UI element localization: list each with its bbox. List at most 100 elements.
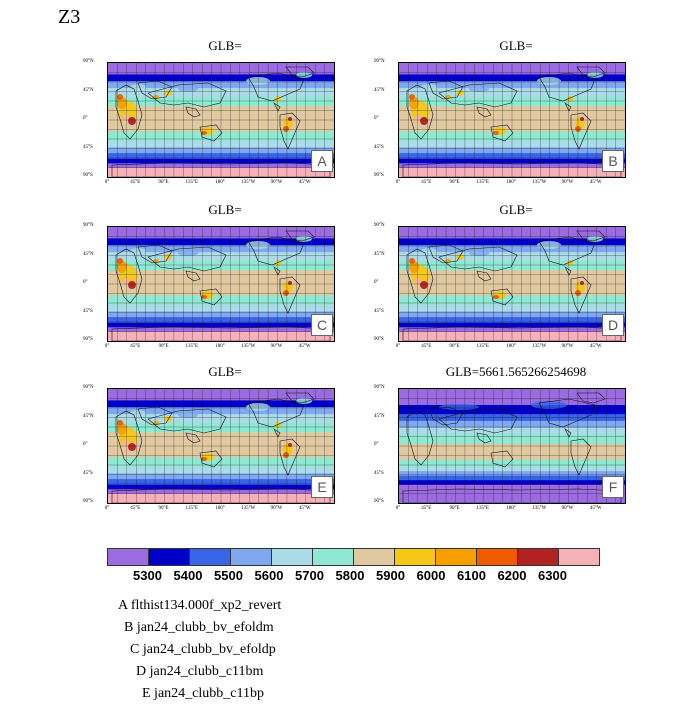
lon-label: 45°W — [298, 506, 311, 511]
lon-label: 135°E — [476, 506, 490, 511]
lat-label: 90°S — [374, 337, 384, 342]
lat-label: 45°N — [83, 87, 94, 93]
panel-tag: B — [602, 150, 624, 172]
map-panel-c: GLB= 90°N 45°N 0° 45°S 90°S 0° 45°E 90°E 135°E 180… — [83, 202, 343, 352]
lon-label: 135°E — [476, 180, 490, 185]
lon-labels: 0° 45°E 90°E 135°E 180° 135°W 90°W 45°W — [396, 180, 624, 188]
contour-map-svg — [108, 389, 334, 503]
lon-label: 90°E — [158, 506, 169, 511]
lon-label: 45°W — [298, 180, 311, 185]
lat-label: 0° — [374, 280, 379, 285]
lon-label: 45°E — [421, 506, 432, 511]
lon-label: 90°W — [561, 344, 574, 349]
legend-item: A flthist134.000f_xp2_revert — [118, 598, 282, 613]
lat-label: 45°S — [374, 308, 384, 314]
colorbar — [107, 548, 600, 566]
lon-label: 45°E — [130, 506, 141, 511]
lon-labels: 0° 45°E 90°E 135°E 180° 135°W 90°W 45°W — [395, 506, 624, 514]
panel-tag: C — [311, 314, 333, 336]
colorbar-segment — [395, 549, 436, 565]
lon-label: 135°E — [185, 506, 199, 511]
lon-label: 45°W — [589, 180, 602, 185]
lon-label: 45°E — [421, 344, 432, 349]
lon-label: 180° — [506, 506, 516, 511]
lon-label: 90°E — [158, 344, 169, 349]
lat-label: 90°S — [374, 173, 384, 178]
colorbar-tick-label: 5900 — [376, 568, 405, 583]
colorbar-segment — [108, 549, 149, 565]
lon-label: 45°E — [130, 180, 141, 185]
panel-title: GLB=5661.565266254698 — [445, 364, 587, 379]
colorbar-segment — [477, 549, 518, 565]
colorbar-tick-label: 6000 — [416, 568, 446, 583]
colorbar-segment — [518, 549, 559, 565]
lat-label: 90°N — [83, 223, 94, 228]
lat-label: 45°S — [83, 308, 93, 314]
world-map — [398, 388, 626, 504]
colorbar-segment — [190, 549, 231, 565]
lat-label: 90°S — [83, 499, 93, 504]
lon-label: 90°E — [158, 180, 169, 185]
world-map — [398, 226, 626, 342]
lat-label: 0° — [374, 116, 379, 121]
world-map — [107, 388, 335, 504]
colorbar-tick-label: 5500 — [214, 568, 243, 583]
lat-label: 90°N — [374, 385, 385, 390]
panel-title: GLB= — [208, 364, 242, 379]
lon-label: 135°W — [532, 344, 547, 349]
lon-labels: 0° 45°E 90°E 135°E 180° 135°W 90°W 45°W — [104, 344, 333, 352]
lat-label: 90°N — [374, 223, 385, 228]
map-panel-e: GLB= 90°N 45°N 0° 45°S 90°S 0° 45°E 90°E 135°E 180… — [83, 364, 343, 514]
world-map — [107, 226, 335, 342]
lon-label: 135°W — [241, 180, 256, 185]
legend-item: C jan24_clubb_bv_efoldp — [130, 642, 276, 657]
lon-label: 180° — [215, 506, 225, 511]
lon-label: 45°W — [298, 344, 311, 349]
contour-map-svg — [399, 63, 625, 177]
contour-map-svg — [108, 227, 334, 341]
colorbar-segment — [354, 549, 395, 565]
lon-label: 45°E — [421, 180, 432, 185]
colorbar-segment — [272, 549, 313, 565]
legend-item: D jan24_clubb_c11bm — [136, 664, 264, 679]
lon-labels: 0° 45°E 90°E 135°E 180° 135°W 90°W 45°W — [396, 344, 624, 352]
world-map — [398, 62, 626, 178]
map-panel-d: GLB= 90°N 45°N 0° 45°S 90°S 0° 45°E 90°E 135°E 180… — [374, 202, 634, 352]
lat-label: 45°S — [83, 470, 93, 476]
colorbar-tick-label: 6300 — [538, 568, 567, 583]
panel-tag: D — [602, 314, 624, 336]
lat-label: 45°N — [83, 413, 94, 419]
lon-label: 135°E — [185, 344, 199, 349]
lat-label: 45°S — [374, 144, 384, 150]
colorbar-tick-label: 5700 — [295, 568, 324, 583]
colorbar-segment — [313, 549, 354, 565]
panel-title: GLB= — [208, 202, 242, 217]
lon-label: 0° — [104, 344, 110, 349]
legend-item: B jan24_clubb_bv_efoldm — [124, 620, 274, 635]
legend: A flthist134.000f_xp2_revert B jan24_club… — [118, 595, 281, 705]
lon-label: 90°E — [449, 180, 460, 185]
contour-map-svg — [399, 227, 625, 341]
colorbar-tick-label: 6100 — [457, 568, 486, 583]
world-map — [107, 62, 335, 178]
lat-label: 45°S — [374, 470, 384, 476]
panel-tag: E — [311, 476, 333, 498]
panel-title: GLB= — [208, 38, 242, 53]
colorbar-tick-label: 5800 — [335, 568, 365, 583]
colorbar-segment — [149, 549, 190, 565]
colorbar-tick-label: 5300 — [133, 568, 162, 583]
lon-label: 45°W — [589, 506, 602, 511]
lon-label: 135°E — [476, 344, 490, 349]
lon-label: 0° — [104, 180, 110, 185]
lat-label: 90°S — [83, 337, 93, 342]
lat-label: 90°S — [374, 499, 384, 504]
colorbar-segment — [559, 549, 599, 565]
lat-label: 0° — [83, 116, 88, 121]
lon-label: 180° — [506, 344, 516, 349]
lon-label: 180° — [215, 180, 225, 185]
colorbar-tick-label: 5400 — [173, 568, 203, 583]
lon-label: 90°W — [561, 180, 574, 185]
lon-label: 90°W — [561, 506, 574, 511]
map-panel-a: GLB= 90°N 45°N 0° 45°S 90°S 0° 45°E 90°E 135°E 180… — [83, 38, 343, 188]
lon-label: 0° — [395, 506, 401, 511]
